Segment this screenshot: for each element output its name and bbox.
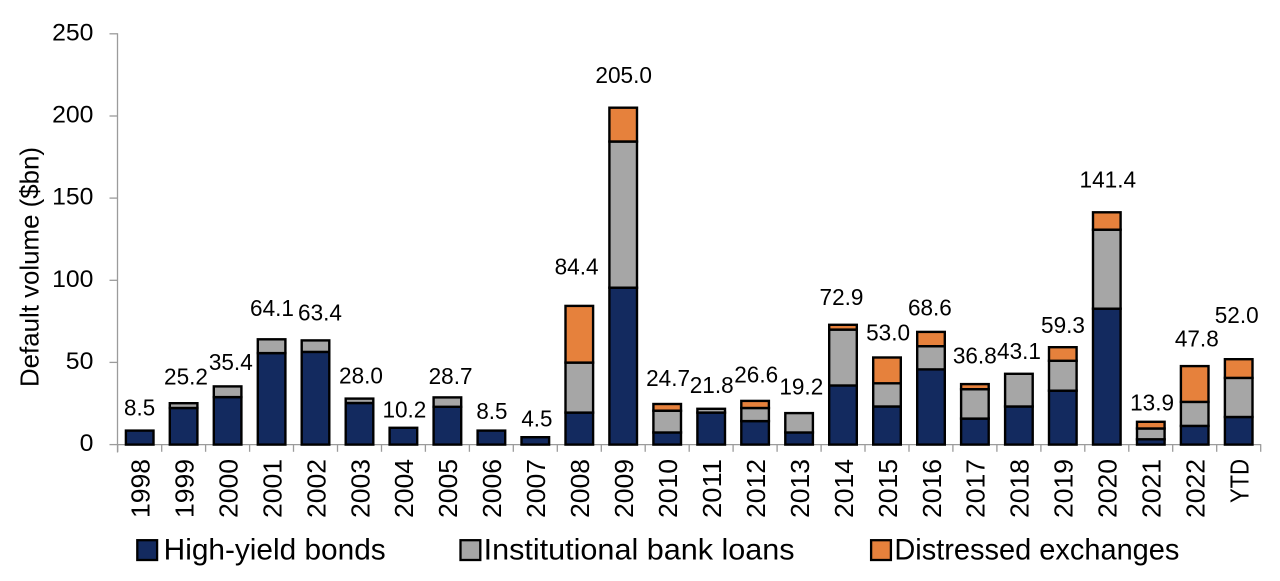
svg-text:2019: 2019 [1051,459,1079,518]
svg-text:35.4: 35.4 [209,349,253,375]
svg-text:28.7: 28.7 [429,363,473,389]
svg-text:2000: 2000 [215,459,243,518]
svg-text:68.6: 68.6 [908,295,952,321]
svg-text:21.8: 21.8 [690,372,734,398]
svg-text:52.0: 52.0 [1215,302,1259,328]
svg-text:4.5: 4.5 [521,405,552,431]
svg-text:2015: 2015 [875,459,903,518]
svg-text:2011: 2011 [699,459,727,518]
svg-text:28.0: 28.0 [339,362,383,388]
svg-text:0: 0 [80,430,94,457]
svg-text:13.9: 13.9 [1130,390,1174,416]
svg-text:26.6: 26.6 [734,362,778,388]
svg-text:2002: 2002 [303,459,331,518]
svg-text:2012: 2012 [743,459,771,518]
svg-text:2022: 2022 [1183,459,1211,518]
svg-text:High-yield bonds: High-yield bonds [164,533,386,566]
svg-text:2013: 2013 [787,459,815,518]
svg-text:47.8: 47.8 [1175,325,1219,351]
svg-text:84.4: 84.4 [555,254,599,280]
svg-text:2014: 2014 [831,459,859,518]
svg-text:Default volume ($bn): Default volume ($bn) [15,147,45,387]
svg-text:2006: 2006 [479,459,507,518]
svg-text:1998: 1998 [128,459,156,518]
svg-text:36.8: 36.8 [953,343,997,369]
svg-text:141.4: 141.4 [1080,166,1137,192]
svg-text:200: 200 [52,102,93,129]
svg-text:2008: 2008 [567,459,595,518]
svg-text:1999: 1999 [171,459,199,518]
svg-text:205.0: 205.0 [595,62,652,88]
svg-text:150: 150 [52,184,93,211]
svg-text:2001: 2001 [259,459,287,518]
svg-text:Institutional bank loans: Institutional bank loans [484,533,795,566]
svg-text:2004: 2004 [391,459,419,518]
svg-text:Distressed exchanges: Distressed exchanges [894,533,1179,566]
svg-text:59.3: 59.3 [1041,312,1085,338]
svg-text:2010: 2010 [655,459,683,518]
svg-text:25.2: 25.2 [164,364,208,390]
svg-text:2017: 2017 [963,459,991,518]
svg-text:64.1: 64.1 [250,295,294,321]
svg-text:2016: 2016 [919,459,947,518]
svg-text:YTD: YTD [1227,459,1255,503]
svg-text:72.9: 72.9 [820,284,864,310]
svg-text:24.7: 24.7 [646,365,690,391]
svg-text:250: 250 [52,19,93,46]
svg-text:50: 50 [66,348,94,375]
svg-text:2020: 2020 [1095,459,1123,518]
svg-text:19.2: 19.2 [779,374,823,400]
svg-text:63.4: 63.4 [298,300,342,326]
svg-text:2009: 2009 [611,459,639,518]
svg-text:8.5: 8.5 [124,394,155,420]
svg-text:2018: 2018 [1007,459,1035,518]
svg-text:100: 100 [52,266,93,293]
svg-text:2003: 2003 [347,459,375,518]
svg-text:2007: 2007 [523,459,551,518]
svg-text:8.5: 8.5 [476,398,507,424]
svg-text:43.1: 43.1 [997,338,1041,364]
svg-text:2005: 2005 [435,459,463,518]
svg-text:2021: 2021 [1139,459,1167,518]
svg-text:10.2: 10.2 [382,397,426,423]
svg-text:53.0: 53.0 [866,319,910,345]
